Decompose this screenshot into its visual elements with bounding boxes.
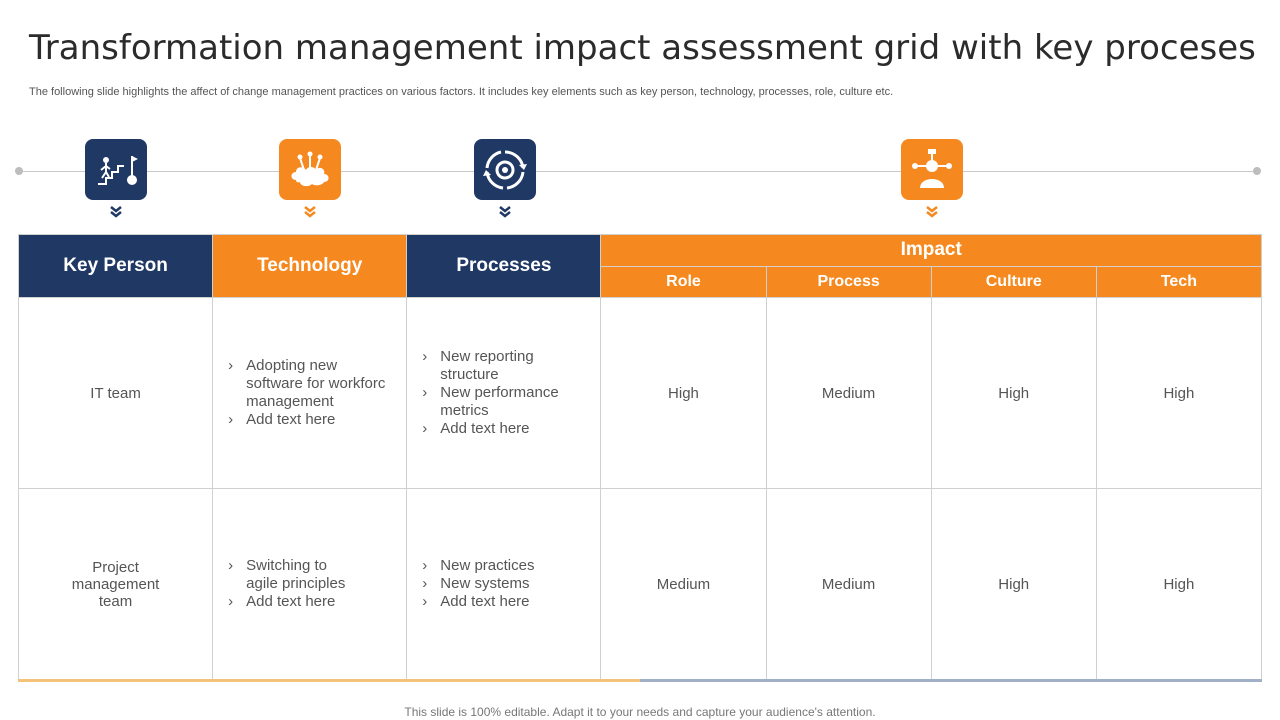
culture-impact-cell: High <box>930 297 1097 489</box>
header-processes: Processes <box>406 234 602 298</box>
brain-network-icon <box>279 139 341 200</box>
header-tech: Tech <box>1095 265 1263 298</box>
header-process: Process <box>765 265 932 298</box>
culture-impact-cell: High <box>930 488 1097 680</box>
timeline-start-dot <box>15 167 23 175</box>
table-bottom-accent <box>18 679 1262 682</box>
list-item: Adopting new software for workforc manag… <box>228 357 396 411</box>
slide-title: Transformation management impact assessm… <box>29 28 1256 68</box>
cycle-gear-icon <box>474 139 536 200</box>
list-item: Switching to agile principles <box>228 557 396 593</box>
role-impact-cell: High <box>600 297 767 489</box>
key-person-cell: IT team <box>17 297 214 489</box>
tech-impact-cell: High <box>1095 297 1263 489</box>
process-impact-cell: Medium <box>765 488 932 680</box>
list-item: Add text here <box>228 411 396 429</box>
person-network-icon <box>901 139 963 200</box>
chevron-down-icon <box>110 206 122 218</box>
technology-cell: Switching to agile principles Add text h… <box>212 488 408 680</box>
timeline-line <box>19 171 1258 172</box>
processes-cell: New reporting structure New performance … <box>406 297 602 489</box>
impact-grid-table: Key Person Technology Processes Impact R… <box>17 234 1263 680</box>
header-impact: Impact <box>600 234 1262 267</box>
chevron-down-icon <box>304 206 316 218</box>
header-culture: Culture <box>930 265 1097 298</box>
header-key-person: Key Person <box>17 234 214 298</box>
list-item: New performance metrics <box>422 384 590 420</box>
list-item: Add text here <box>422 593 590 611</box>
header-technology: Technology <box>212 234 408 298</box>
processes-cell: New practices New systems Add text here <box>406 488 602 680</box>
table-row: IT team Adopting new software for workfo… <box>17 297 1263 489</box>
slide-subtitle: The following slide highlights the affec… <box>29 86 894 98</box>
list-item: Add text here <box>228 593 396 611</box>
chevron-down-icon <box>499 206 511 218</box>
list-item: New reporting structure <box>422 348 590 384</box>
role-impact-cell: Medium <box>600 488 767 680</box>
list-item: New practices <box>422 557 590 575</box>
table-row: Project management team Switching to agi… <box>17 488 1263 680</box>
technology-cell: Adopting new software for workforc manag… <box>212 297 408 489</box>
list-item: New systems <box>422 575 590 593</box>
list-item: Add text here <box>422 420 590 438</box>
timeline-end-dot <box>1253 167 1261 175</box>
slide-footer: This slide is 100% editable. Adapt it to… <box>404 705 876 719</box>
chevron-down-icon <box>926 206 938 218</box>
stairs-goal-icon <box>85 139 147 200</box>
header-role: Role <box>600 265 767 298</box>
process-impact-cell: Medium <box>765 297 932 489</box>
key-person-cell: Project management team <box>17 488 214 680</box>
tech-impact-cell: High <box>1095 488 1263 680</box>
